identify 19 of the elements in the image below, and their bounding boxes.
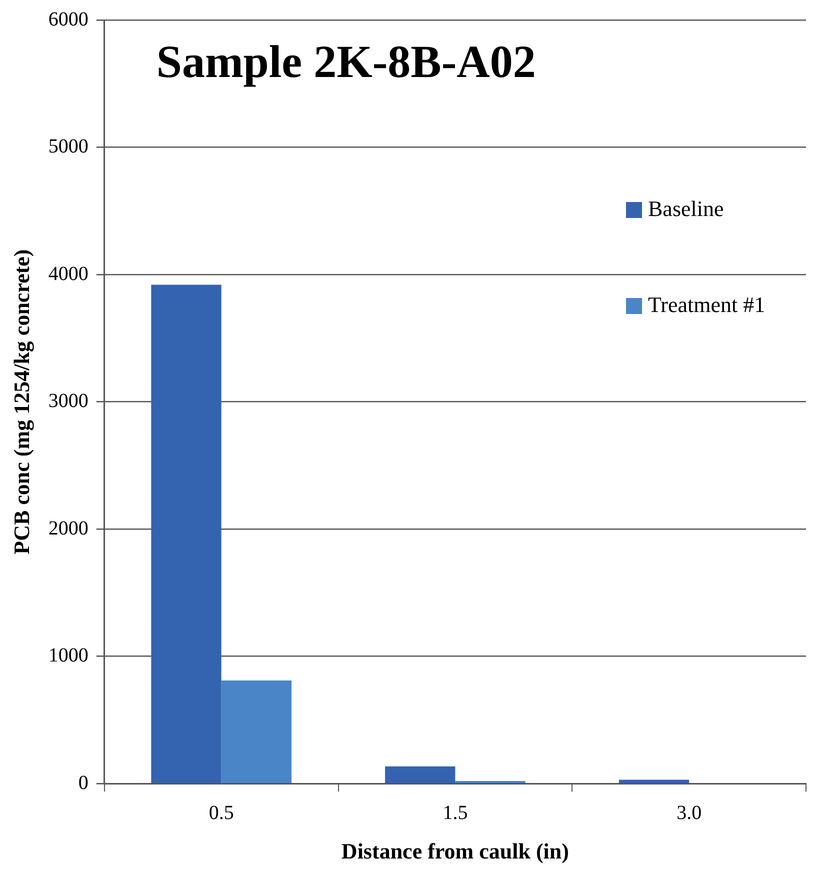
bar	[151, 284, 222, 783]
y-tick-label: 1000	[48, 644, 88, 667]
chart-title: Sample 2K-8B-A02	[156, 36, 536, 87]
x-tick-label: 0.5	[208, 802, 234, 824]
x-tick-label: 1.5	[442, 802, 468, 824]
legend-label: Baseline	[648, 196, 724, 221]
y-tick-label: 3000	[48, 390, 88, 412]
bar	[385, 766, 456, 783]
y-tick-label: 2000	[48, 517, 88, 540]
y-tick-label: 0	[78, 772, 88, 794]
bar	[618, 780, 690, 783]
x-tick-label: 3.0	[676, 802, 702, 824]
legend-label: Treatment #1	[648, 292, 766, 317]
bar	[221, 680, 292, 783]
y-tick-label: 6000	[48, 8, 88, 30]
x-axis-title: Distance from caulk (in)	[341, 838, 569, 864]
y-tick-label: 4000	[48, 262, 88, 285]
y-axis-title: PCB conc (mg 1254/kg concrete)	[8, 249, 34, 554]
y-tick-label: 5000	[48, 136, 88, 158]
